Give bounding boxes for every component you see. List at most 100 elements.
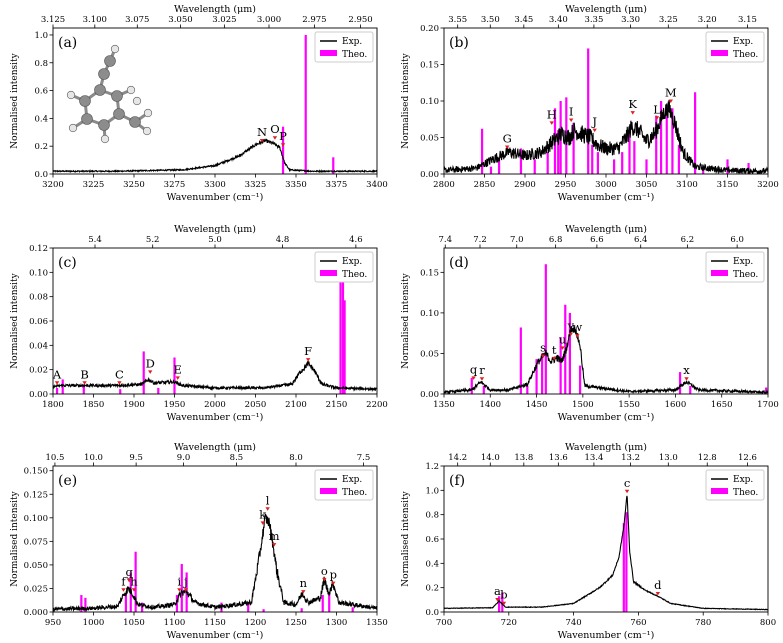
peak-marker [592, 128, 597, 133]
y-tick-label: 0.08 [29, 293, 48, 303]
theo-bar [482, 385, 485, 394]
legend-theo-swatch [711, 270, 728, 276]
peak-label: G [503, 131, 512, 145]
peak-marker [117, 381, 122, 385]
y-axis-title: Normalised intensity [401, 272, 411, 368]
theo-bar [665, 104, 668, 174]
peak-label: l [266, 493, 270, 507]
legend: Exp. Theo. [314, 469, 374, 501]
y-tick-label: 1.0 [34, 31, 48, 41]
theo-bar [180, 563, 183, 612]
top-tick-label: 9.0 [177, 453, 191, 463]
y-tick-label: 0.0 [34, 170, 48, 180]
peak-marker [540, 354, 546, 358]
top-tick-label: 6.4 [634, 235, 648, 245]
legend: Exp. Theo. [314, 31, 374, 63]
top-tick-label: 6.8 [549, 235, 563, 245]
theo-bar [568, 312, 571, 394]
y-tick-label: 0.8 [34, 59, 48, 69]
peak-marker [121, 588, 126, 592]
y-tick-label: 0.10 [420, 309, 439, 319]
top-tick-label: 8.0 [289, 453, 303, 463]
top-tick-label: 13.4 [584, 453, 603, 463]
theo-bar [332, 157, 335, 174]
theo-bar [142, 351, 145, 394]
legend: Exp. Theo. [705, 469, 765, 501]
theo-bar [613, 159, 616, 174]
panel-a-plot-area [53, 34, 377, 174]
peak-marker [301, 590, 306, 594]
y-tick-label: 0.10 [420, 97, 439, 107]
peak-label: N [257, 125, 267, 139]
x-tick-label: 740 [565, 618, 581, 628]
x-tick-label: 3100 [676, 180, 698, 190]
top-axis-title: Wavelength (μm) [565, 442, 647, 453]
theo-bar [489, 166, 493, 174]
theo-bar [157, 387, 160, 394]
theo-bar [175, 595, 179, 612]
top-tick-label: 7.5 [357, 453, 371, 463]
peak-label: M [665, 85, 677, 99]
y-tick-label: 0.000 [24, 608, 48, 618]
theo-bar [497, 159, 501, 174]
top-tick-label: 8.5 [230, 453, 244, 463]
legend-exp-label: Exp. [733, 257, 753, 267]
peak-marker [684, 377, 689, 381]
top-tick-label: 3.000 [257, 15, 281, 25]
peak-label: x [683, 363, 690, 377]
peak-marker [501, 601, 507, 606]
peak-label: P [279, 129, 287, 143]
peak-marker [280, 143, 286, 147]
legend-exp-label: Exp. [733, 475, 753, 485]
top-tick-label: 10.5 [45, 453, 64, 463]
peak-label: J [591, 115, 597, 129]
y-axis-title: Normalised intensity [10, 52, 20, 148]
peak-marker [54, 381, 60, 385]
theo-bar [694, 92, 697, 174]
peak-label: p [330, 568, 337, 582]
x-tick-label: 2200 [366, 400, 388, 410]
x-tick-label: 1200 [245, 618, 267, 628]
x-tick-label: 1150 [204, 618, 226, 628]
y-tick-label: 0.025 [24, 584, 48, 594]
theo-bar [339, 272, 342, 394]
peak-marker [183, 588, 189, 592]
x-tick-label: 3300 [204, 180, 226, 190]
x-tick-label: 2000 [204, 400, 226, 410]
top-tick-label: 7.0 [510, 235, 524, 245]
x-tick-label: 3150 [717, 180, 739, 190]
y-tick-label: 0.02 [29, 366, 48, 376]
y-tick-label: 0.15 [420, 268, 439, 278]
theo-bar [544, 264, 547, 394]
top-tick-label: 3.075 [125, 15, 149, 25]
peak-marker [624, 489, 630, 494]
legend: Exp. Theo. [705, 31, 765, 63]
peak-marker [82, 381, 87, 385]
peak-marker [131, 588, 137, 592]
theo-bar [572, 122, 575, 174]
peak-marker [271, 543, 277, 547]
legend-theo-swatch [320, 50, 337, 56]
theo-bar [304, 34, 307, 174]
top-tick-label: 3.025 [212, 15, 236, 25]
top-tick-label: 5.4 [88, 235, 102, 245]
x-tick-label: 800 [760, 618, 776, 628]
exp-spectrum-line [53, 513, 377, 612]
theo-bar [591, 144, 594, 174]
y-tick-label: 0.125 [24, 490, 48, 500]
peak-marker [630, 111, 635, 115]
peak-label: c [624, 476, 630, 490]
peak-label: q [470, 362, 478, 376]
legend-theo-swatch [711, 488, 728, 494]
theo-bar [587, 48, 590, 174]
peak-marker [305, 358, 311, 362]
legend-theo-swatch [711, 50, 728, 56]
theo-bar [622, 523, 625, 612]
y-tick-label: 0.6 [425, 535, 439, 545]
panel-f: a b c d 700 720 740 760 780 800 0.0 0.2 0.4 0.6 0.8 1.0… [401, 442, 776, 641]
theo-bar [341, 260, 345, 394]
y-tick-label: 0.05 [420, 134, 439, 144]
x-tick-label: 2100 [285, 400, 307, 410]
peak-label: k [259, 507, 267, 521]
peak-marker [549, 121, 554, 125]
